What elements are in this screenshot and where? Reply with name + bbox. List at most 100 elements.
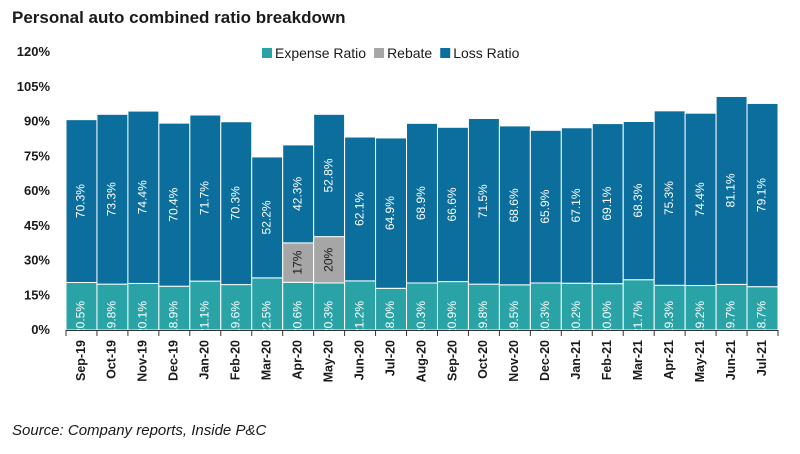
data-label-expense-ratio: 19.7% bbox=[724, 301, 738, 335]
x-tick-label: Jan-21 bbox=[569, 340, 583, 380]
x-tick-label: Apr-20 bbox=[290, 340, 304, 380]
bar-segment-loss-ratio bbox=[746, 102, 779, 288]
source-note: Source: Company reports, Inside P&C bbox=[12, 422, 267, 439]
data-label-loss-ratio: 52.2% bbox=[259, 200, 273, 234]
data-label-expense-ratio: 20.1% bbox=[136, 301, 150, 335]
data-label-expense-ratio: 20.3% bbox=[321, 301, 335, 335]
bar-segment-loss-ratio bbox=[560, 127, 593, 284]
x-tick-label: Nov-20 bbox=[507, 340, 521, 382]
data-label-expense-ratio: 20.6% bbox=[290, 301, 304, 335]
x-tick-label: Feb-21 bbox=[600, 340, 614, 380]
x-tick-label: Apr-21 bbox=[662, 340, 676, 380]
bar-segment-expense-ratio bbox=[158, 285, 191, 331]
data-label-loss-ratio: 70.3% bbox=[74, 184, 88, 218]
data-label-loss-ratio: 67.1% bbox=[569, 188, 583, 222]
data-label-expense-ratio: 19.2% bbox=[693, 301, 707, 335]
data-label-expense-ratio: 20.9% bbox=[445, 301, 459, 335]
data-label-rebate: 20% bbox=[321, 247, 335, 271]
data-label-expense-ratio: 18.9% bbox=[167, 301, 181, 335]
y-axis: 0% 15% 30% 45% 60% 75% 90% 105% 120% bbox=[17, 44, 51, 337]
x-tick-label: Oct-20 bbox=[476, 340, 490, 379]
x-tick-label: Mar-20 bbox=[260, 340, 274, 380]
data-label-loss-ratio: 65.9% bbox=[538, 189, 552, 223]
bar-segment-loss-ratio bbox=[591, 123, 624, 285]
x-tick-label: Dec-20 bbox=[538, 340, 552, 381]
legend-swatch-expense-ratio bbox=[262, 48, 272, 58]
data-label-loss-ratio: 71.7% bbox=[197, 181, 211, 215]
x-tick-label: Jun-20 bbox=[352, 340, 366, 380]
data-label-loss-ratio: 75.3% bbox=[662, 181, 676, 215]
x-tick-label: Feb-20 bbox=[229, 340, 243, 380]
data-label-loss-ratio: 70.4% bbox=[167, 187, 181, 221]
legend: Expense Ratio Rebate Loss Ratio bbox=[262, 45, 520, 61]
data-label-rebate: 17% bbox=[290, 250, 304, 274]
bar-segment-loss-ratio bbox=[375, 137, 408, 289]
chart-title: Personal auto combined ratio breakdown bbox=[12, 8, 346, 27]
bar-segment-loss-ratio bbox=[498, 125, 531, 286]
y-tick-label: 15% bbox=[24, 287, 50, 302]
data-label-loss-ratio: 79.1% bbox=[755, 178, 769, 212]
data-label-expense-ratio: 19.5% bbox=[507, 301, 521, 335]
bar-segment-loss-ratio bbox=[220, 121, 253, 286]
x-tick-label: Nov-19 bbox=[136, 340, 150, 382]
y-tick-label: 105% bbox=[17, 79, 51, 94]
data-label-loss-ratio: 73.3% bbox=[105, 182, 119, 216]
data-label-loss-ratio: 81.1% bbox=[724, 173, 738, 207]
y-tick-label: 90% bbox=[24, 114, 50, 129]
data-label-loss-ratio: 68.3% bbox=[631, 183, 645, 217]
bar-segment-expense-ratio bbox=[189, 280, 222, 331]
bar-segment-loss-ratio bbox=[684, 112, 717, 287]
bar-segment-loss-ratio bbox=[467, 117, 500, 285]
legend-label-rebate: Rebate bbox=[387, 45, 432, 61]
data-label-expense-ratio: 20.5% bbox=[74, 301, 88, 335]
bar-segment-loss-ratio bbox=[158, 122, 191, 287]
data-label-loss-ratio: 66.6% bbox=[445, 187, 459, 221]
data-label-expense-ratio: 19.6% bbox=[228, 301, 242, 335]
data-label-expense-ratio: 19.3% bbox=[662, 301, 676, 335]
bar-segment-expense-ratio bbox=[220, 284, 253, 331]
bar-segment-expense-ratio bbox=[498, 284, 531, 331]
bar-segment-loss-ratio bbox=[436, 126, 469, 283]
bar-segment-loss-ratio bbox=[344, 136, 377, 282]
data-label-loss-ratio: 71.5% bbox=[476, 184, 490, 218]
data-label-expense-ratio: 21.7% bbox=[631, 301, 645, 335]
y-tick-label: 120% bbox=[17, 44, 51, 59]
x-tick-label: Sep-19 bbox=[74, 340, 88, 381]
data-label-loss-ratio: 68.6% bbox=[507, 188, 521, 222]
data-label-loss-ratio: 62.1% bbox=[352, 192, 366, 226]
data-label-expense-ratio: 20.2% bbox=[569, 301, 583, 335]
data-label-loss-ratio: 64.9% bbox=[383, 196, 397, 230]
data-label-expense-ratio: 20.3% bbox=[414, 301, 428, 335]
x-tick-label: Jun-21 bbox=[724, 340, 738, 380]
legend-label-expense-ratio: Expense Ratio bbox=[275, 45, 366, 61]
bar-segment-loss-ratio bbox=[127, 110, 160, 284]
bar-segment-expense-ratio bbox=[282, 281, 315, 331]
x-tick-label: Jan-20 bbox=[198, 340, 212, 380]
bar-segment-loss-ratio bbox=[65, 119, 98, 284]
data-label-expense-ratio: 19.8% bbox=[476, 301, 490, 335]
x-tick-label: Mar-21 bbox=[631, 340, 645, 380]
legend-label-loss-ratio: Loss Ratio bbox=[453, 45, 519, 61]
x-tick-label: May-21 bbox=[693, 340, 707, 382]
bar-segment-loss-ratio bbox=[189, 114, 222, 282]
x-tick-label: Oct-19 bbox=[105, 340, 119, 379]
x-tick-label: Aug-20 bbox=[414, 340, 428, 382]
data-label-expense-ratio: 18.7% bbox=[755, 301, 769, 335]
bar-segment-loss-ratio bbox=[251, 156, 284, 279]
data-label-expense-ratio: 21.2% bbox=[352, 301, 366, 335]
y-tick-label: 0% bbox=[31, 322, 50, 337]
y-tick-label: 60% bbox=[24, 183, 50, 198]
data-label-expense-ratio: 22.5% bbox=[259, 301, 273, 335]
data-label-loss-ratio: 74.4% bbox=[136, 180, 150, 214]
data-label-loss-ratio: 52.8% bbox=[321, 158, 335, 192]
bar-segment-expense-ratio bbox=[529, 282, 562, 331]
bar-segment-expense-ratio bbox=[622, 279, 655, 331]
legend-swatch-rebate bbox=[374, 48, 385, 58]
y-tick-label: 30% bbox=[24, 253, 50, 268]
data-label-loss-ratio: 68.9% bbox=[414, 186, 428, 220]
legend-swatch-loss-ratio bbox=[440, 48, 451, 58]
data-label-loss-ratio: 74.4% bbox=[693, 182, 707, 216]
bar-segment-loss-ratio bbox=[529, 129, 562, 284]
y-tick-label: 75% bbox=[24, 148, 50, 163]
